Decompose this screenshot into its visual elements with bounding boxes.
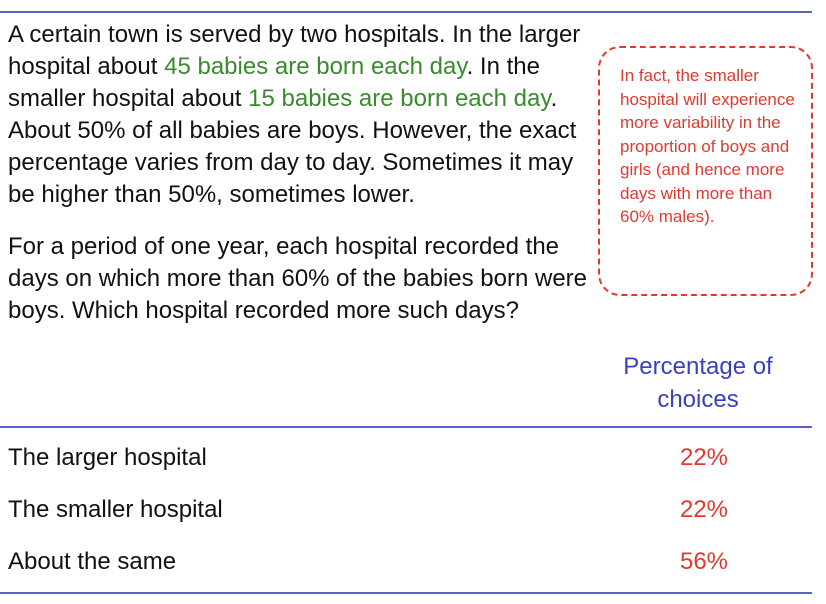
question-paragraph-2: For a period of one year, each hospital …	[8, 233, 588, 324]
choice-label: The larger hospital	[8, 444, 207, 471]
question-text-segment: . About 50% of all babies are boys. Howe…	[8, 85, 577, 208]
choice-percentage: 22%	[679, 496, 729, 523]
percentage-column-header: Percentage of choices	[623, 353, 773, 413]
question-text-segment: A certain town is served by two hospital…	[8, 21, 581, 80]
choice-label: The smaller hospital	[8, 496, 223, 523]
choice-row: The smaller hospital 22%	[8, 492, 808, 528]
bottom-divider	[0, 592, 812, 594]
choice-row: About the same 56%	[8, 544, 808, 580]
small-hospital-births-highlight: 15 babies are born each day	[248, 85, 551, 112]
choice-label: About the same	[8, 548, 177, 575]
top-divider	[0, 11, 812, 13]
explanation-callout: In fact, the smaller hospital will exper…	[598, 46, 813, 296]
question-text: A certain town is served by two hospital…	[8, 19, 598, 327]
choice-percentage: 56%	[679, 548, 729, 575]
header-divider	[0, 426, 812, 428]
question-paragraph-1: A certain town is served by two hospital…	[8, 19, 598, 211]
question-text-segment: . In the smaller hospital about	[8, 53, 540, 112]
large-hospital-births-highlight: 45 babies are born each day	[164, 53, 467, 80]
choice-row: The larger hospital 22%	[8, 440, 808, 476]
choice-percentage: 22%	[679, 444, 729, 471]
